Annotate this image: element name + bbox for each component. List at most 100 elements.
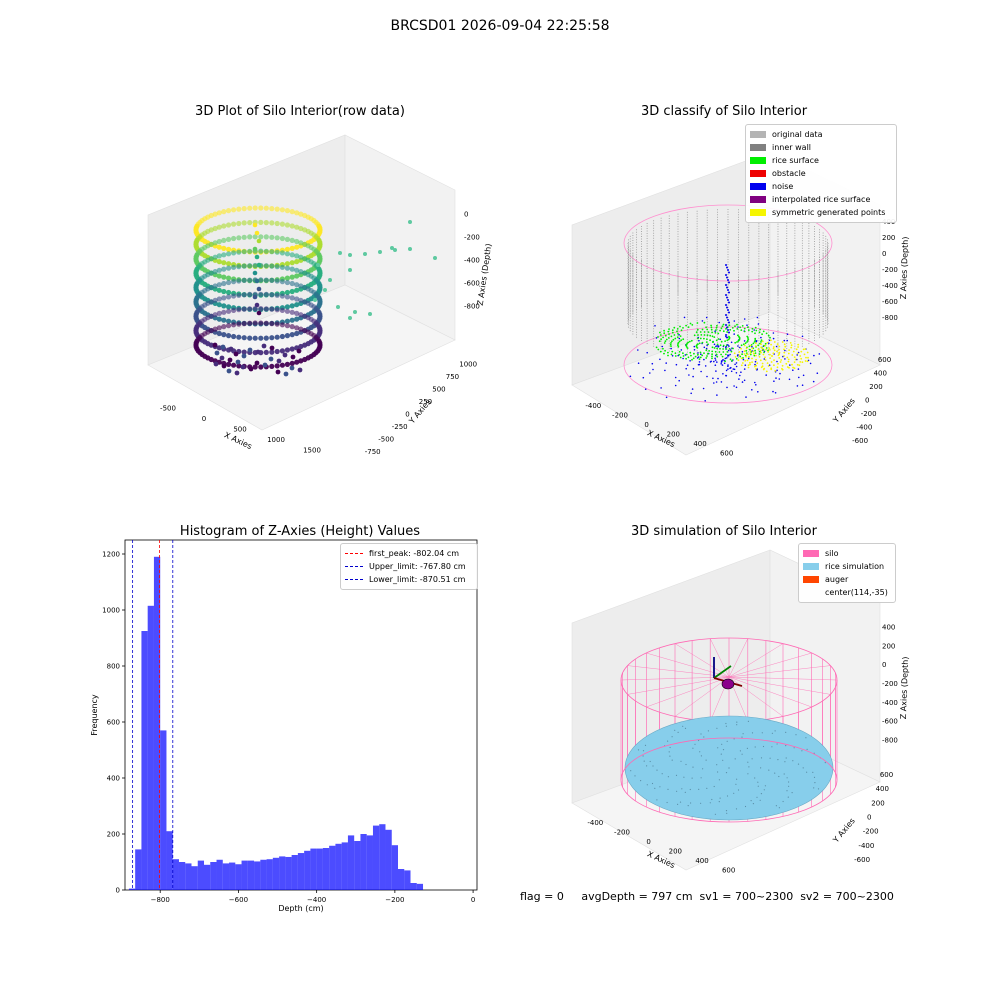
rice-surface-point xyxy=(717,332,720,335)
noise-point xyxy=(713,360,715,363)
noise-point xyxy=(733,333,735,335)
raw-point xyxy=(269,220,275,226)
symmetric-point xyxy=(787,360,790,363)
raw-point xyxy=(317,268,323,274)
histogram-plot xyxy=(122,539,478,893)
histogram-bar xyxy=(191,866,198,890)
raw-point xyxy=(317,326,323,332)
symmetric-point xyxy=(776,366,779,369)
rice-mesh-point xyxy=(757,785,759,787)
symmetric-point xyxy=(769,357,771,359)
rice-surface-point xyxy=(703,334,706,336)
raw-point xyxy=(212,225,218,232)
raw-point xyxy=(252,205,258,211)
noise-point xyxy=(816,372,819,375)
histogram-bar xyxy=(385,829,392,890)
rice-mesh-point xyxy=(668,751,670,753)
noise-point xyxy=(725,284,727,286)
rice-surface-point xyxy=(665,338,668,341)
raw-point xyxy=(284,279,290,286)
raw-point xyxy=(279,250,285,256)
histogram-bar xyxy=(166,831,173,890)
raw-point xyxy=(289,365,295,371)
raw-point xyxy=(226,261,232,267)
rice-surface-point xyxy=(746,339,749,342)
raw-point xyxy=(221,252,227,258)
rice-mesh-point xyxy=(792,760,794,762)
z-tick-label: -400 xyxy=(464,257,480,265)
symmetric-point xyxy=(776,350,778,353)
symmetric-point xyxy=(773,341,776,343)
y-tick-label: -250 xyxy=(392,423,408,431)
noise-point xyxy=(716,394,718,396)
symmetric-point xyxy=(746,353,749,356)
rice-surface-point xyxy=(674,352,677,355)
legend-label: Lower_limit: -870.51 cm xyxy=(369,575,466,584)
rice-surface-point xyxy=(716,343,719,346)
raw-point xyxy=(214,350,220,356)
noise-point xyxy=(678,379,680,382)
rice-surface-point xyxy=(689,351,692,354)
symmetric-point xyxy=(778,351,781,354)
noise-point xyxy=(712,377,714,380)
y-tick-label: -600 xyxy=(854,856,870,864)
noise-point xyxy=(765,374,767,376)
x-axis-label: Depth (cm) xyxy=(278,904,323,913)
raw-point xyxy=(236,334,242,340)
rice-surface-point xyxy=(728,348,731,350)
raw-point xyxy=(236,307,242,313)
legend-label: symmetric generated points xyxy=(772,208,886,217)
noise-point xyxy=(802,374,805,377)
rice-surface-point xyxy=(705,326,707,329)
rice-surface-point xyxy=(751,327,754,330)
raw-point xyxy=(208,256,214,262)
y-tick-label: -500 xyxy=(378,435,394,443)
rice-mesh-point xyxy=(714,813,717,815)
histogram-bar xyxy=(128,888,136,890)
rice-mesh-point xyxy=(759,799,761,801)
rice-surface-point xyxy=(701,354,704,357)
y-tick-label: 200 xyxy=(871,799,884,807)
rice-surface-point xyxy=(742,357,744,359)
rice-surface-point xyxy=(701,341,704,344)
rice-surface-point xyxy=(716,324,718,327)
y-tick-label: 600 xyxy=(880,771,893,779)
rice-surface-point xyxy=(691,324,694,326)
raw-point xyxy=(252,262,258,269)
noise-point xyxy=(693,345,696,348)
x-tick-label: -500 xyxy=(160,404,176,412)
symmetric-point xyxy=(754,365,756,368)
rice-surface-point xyxy=(679,335,682,337)
raw-point xyxy=(298,225,304,232)
symmetric-point xyxy=(760,343,762,346)
raw-point xyxy=(284,361,290,367)
symmetric-point xyxy=(793,367,796,370)
noise-point xyxy=(729,353,731,356)
rice-surface-point xyxy=(671,340,673,343)
y-tick-label: 600 xyxy=(878,356,891,364)
rice-surface-point xyxy=(713,336,716,338)
z-tick-label: 400 xyxy=(882,623,895,631)
symmetric-point xyxy=(766,341,769,344)
rice-mesh-point xyxy=(814,782,816,784)
symmetric-point xyxy=(793,361,796,363)
rice-surface-point xyxy=(663,352,665,355)
rice-surface-point xyxy=(715,326,718,329)
histogram-bar xyxy=(354,841,361,890)
symmetric-point xyxy=(746,359,749,362)
noise-point xyxy=(737,345,739,347)
rice-surface-point xyxy=(763,351,765,354)
z-tick-label: -200 xyxy=(882,680,898,688)
noise-point xyxy=(701,320,704,322)
rice-mesh-point xyxy=(659,786,661,788)
rice-surface-point xyxy=(697,337,699,340)
rice-surface-point xyxy=(754,352,757,354)
rice-surface-point xyxy=(679,325,681,328)
noise-point xyxy=(727,354,729,356)
histogram-bar xyxy=(404,870,411,890)
rice-mesh-point xyxy=(698,739,700,742)
noise-point xyxy=(705,316,708,319)
raw-point xyxy=(247,306,253,312)
noise-point xyxy=(678,334,680,336)
histogram-bar xyxy=(266,859,273,890)
